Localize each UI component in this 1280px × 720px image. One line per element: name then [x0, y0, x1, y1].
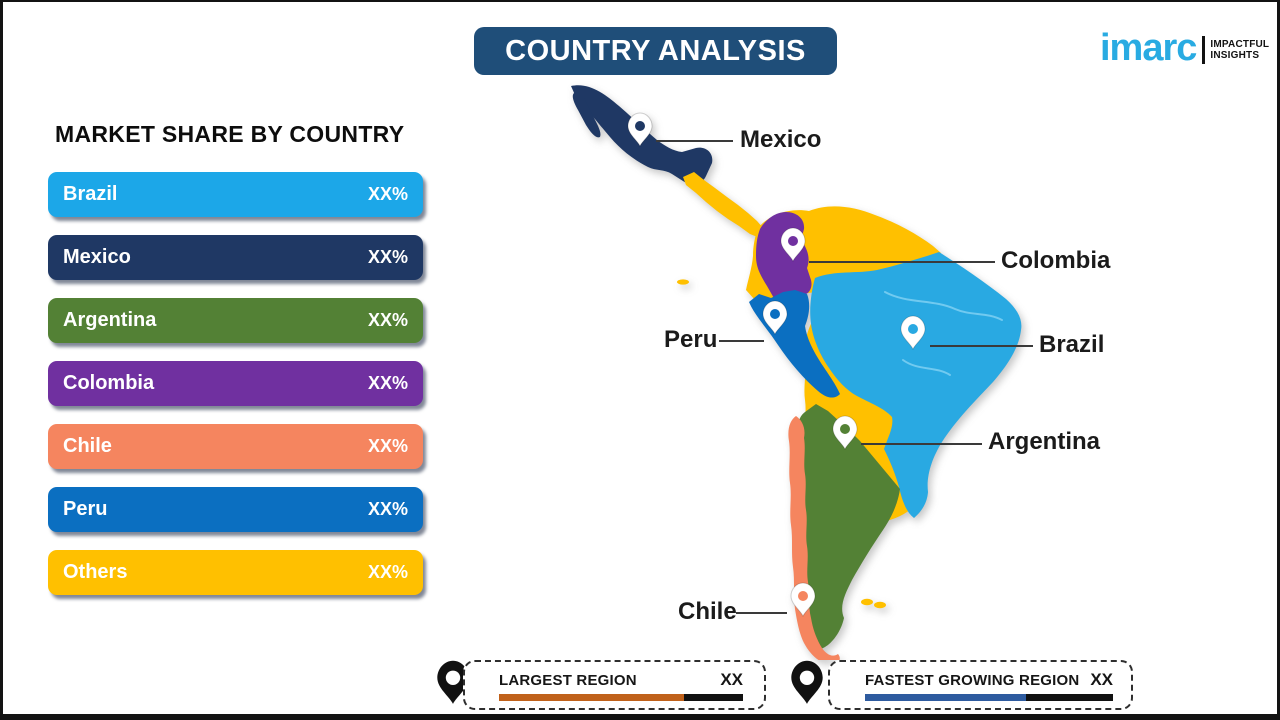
fastest-region-value: XX — [1090, 669, 1113, 689]
map-label-mexico: Mexico — [740, 126, 822, 153]
largest-region-underline-black — [684, 693, 743, 701]
market-share-bars: Brazil XX% Mexico XX% Argentina XX% Colo… — [48, 172, 423, 613]
map-pin-brazil — [900, 315, 926, 351]
slide-border-bottom — [0, 714, 1280, 720]
share-bar-value: XX% — [367, 373, 408, 393]
map-label-line-brazil — [930, 345, 1033, 347]
share-bar-value: XX% — [367, 562, 408, 582]
fastest-region-underline-black — [1026, 693, 1113, 701]
falkland-island-west — [861, 598, 873, 606]
share-bar-value: XX% — [367, 310, 408, 330]
map-label-line-mexico — [656, 140, 733, 142]
imarc-brand-text: imarc — [1100, 27, 1197, 69]
fastest-region-legend: FASTEST GROWING REGION XX — [828, 660, 1133, 710]
slide-border-top — [0, 0, 1280, 2]
share-bar-chile: Chile XX% — [48, 424, 423, 469]
map-pin-chile — [790, 582, 816, 618]
map-label-line-colombia — [809, 261, 995, 263]
share-bar-label: Argentina — [63, 309, 157, 331]
map-pin-peru — [762, 300, 788, 336]
largest-region-underline — [499, 693, 743, 701]
share-bar-argentina: Argentina XX% — [48, 298, 423, 343]
fastest-region-underline-color — [865, 693, 1027, 701]
share-bar-label: Peru — [63, 498, 108, 520]
share-bar-colombia: Colombia XX% — [48, 361, 423, 406]
imarc-logo: imarc IMPACTFUL INSIGHTS — [1100, 28, 1269, 68]
logo-tagline: IMPACTFUL INSIGHTS — [1210, 39, 1269, 62]
logo-tagline-line1: IMPACTFUL — [1210, 38, 1270, 50]
page-title: COUNTRY ANALYSIS — [505, 34, 806, 67]
largest-region-legend: LARGEST REGION XX — [463, 660, 766, 710]
largest-region-underline-color — [499, 693, 685, 701]
galapagos-islands — [677, 279, 689, 285]
share-bar-label: Brazil — [63, 183, 118, 205]
fastest-region-underline — [865, 693, 1113, 701]
brazil-region — [810, 252, 1022, 518]
share-bar-mexico: Mexico XX% — [48, 235, 423, 280]
market-share-heading: MARKET SHARE BY COUNTRY — [55, 121, 405, 147]
slide-border-left — [0, 0, 3, 720]
share-bar-value: XX% — [367, 436, 408, 456]
largest-region-pin-icon — [437, 660, 469, 704]
map-label-argentina: Argentina — [988, 428, 1101, 455]
map-label-line-argentina — [861, 443, 982, 445]
map-pin-mexico — [627, 112, 653, 148]
slide-border-right — [1277, 0, 1280, 720]
logo-tagline-line2: INSIGHTS — [1210, 50, 1260, 61]
share-bar-others: Others XX% — [48, 550, 423, 595]
share-bar-value: XX% — [367, 499, 408, 519]
share-bar-label: Colombia — [63, 372, 155, 394]
title-banner: COUNTRY ANALYSIS — [474, 27, 837, 75]
map-label-colombia: Colombia — [1001, 247, 1111, 274]
share-bar-brazil: Brazil XX% — [48, 172, 423, 217]
argentina-region — [797, 404, 900, 649]
share-bar-label: Mexico — [63, 246, 131, 268]
largest-region-value: XX — [720, 669, 743, 689]
map-label-line-chile — [736, 612, 787, 614]
fastest-region-label: FASTEST GROWING REGION — [865, 671, 1080, 689]
logo-divider — [1202, 36, 1206, 64]
share-bar-peru: Peru XX% — [48, 487, 423, 532]
amazon-rivers — [884, 291, 1003, 376]
latin-america-map — [571, 85, 1022, 660]
share-bar-value: XX% — [367, 184, 408, 204]
map-pin-colombia — [780, 227, 806, 263]
baja-california-region — [572, 92, 601, 138]
map-label-brazil: Brazil — [1039, 331, 1105, 358]
map-label-line-peru — [719, 340, 764, 342]
map-pin-argentina — [832, 415, 858, 451]
fastest-region-pin-icon — [791, 660, 823, 704]
share-bar-value: XX% — [367, 247, 408, 267]
share-bar-label: Others — [63, 561, 128, 583]
share-bar-label: Chile — [63, 435, 112, 457]
central-america-region — [683, 172, 764, 238]
largest-region-label: LARGEST REGION — [499, 671, 637, 689]
falkland-island-east — [874, 601, 886, 609]
map-label-peru: Peru — [664, 326, 718, 353]
map-label-chile: Chile — [678, 598, 737, 625]
